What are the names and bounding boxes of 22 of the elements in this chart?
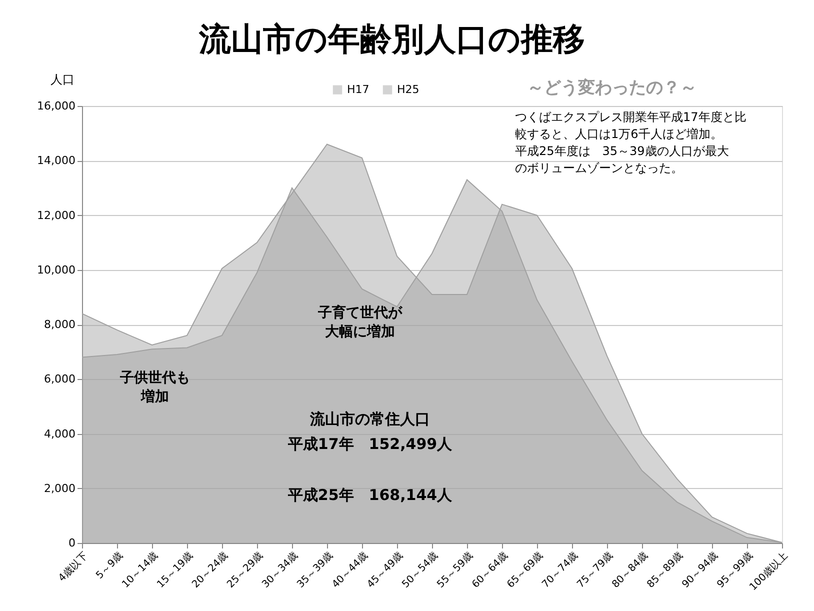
- legend-label: H17: [347, 82, 370, 96]
- annotation: 子供世代も増加: [119, 370, 190, 405]
- x-tick-label: 4歳以下: [56, 550, 90, 584]
- annotation: 流山市の常住人口: [309, 410, 430, 428]
- x-tick-label: 5～9歳: [94, 550, 126, 582]
- annotation: 平成17年 152,499人: [286, 435, 454, 453]
- y-tick-label: 2,000: [44, 482, 76, 495]
- y-tick-label: 12,000: [37, 208, 76, 222]
- y-tick-label: 8,000: [44, 318, 76, 331]
- y-tick-label: 6,000: [44, 372, 76, 386]
- y-tick-label: 16,000: [37, 100, 76, 112]
- y-tick-label: 0: [68, 536, 76, 550]
- annotation: つくばエクスプレス開業年平成17年度と比較すると、人口は1万6千人ほど増加。平成25年度は 35～39歳の人口が最大のボリュームゾーンとなった。: [515, 110, 746, 175]
- annotation: 平成25年 168,144人: [286, 486, 454, 504]
- y-tick-label: 4,000: [44, 427, 76, 440]
- chart-title: 流山市の年齢別人口の推移: [198, 20, 585, 58]
- y-axis-title: 人口: [50, 72, 74, 86]
- annotation: 子育て世代が大幅に増加: [317, 304, 403, 340]
- legend-label: H25: [397, 82, 420, 96]
- chart-subtitle: ～どう変わったの？～: [527, 78, 697, 98]
- y-tick-label: 14,000: [37, 154, 76, 168]
- y-tick-label: 10,000: [37, 263, 76, 276]
